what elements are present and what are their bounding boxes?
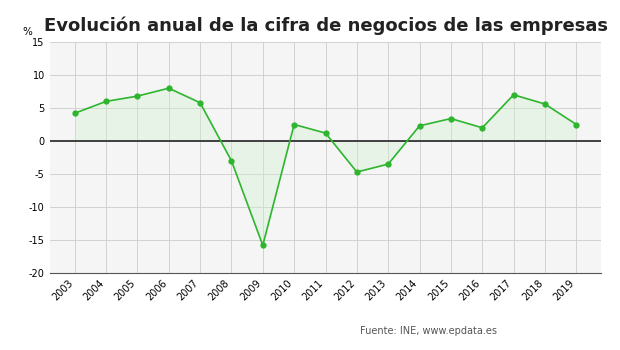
Title: Evolución anual de la cifra de negocios de las empresas: Evolución anual de la cifra de negocios … — [43, 16, 608, 35]
Legend: Variación (%) de la cifra de negocio: Variación (%) de la cifra de negocio — [82, 347, 282, 350]
Y-axis label: %: % — [22, 27, 32, 37]
Text: Fuente: INE, www.epdata.es: Fuente: INE, www.epdata.es — [360, 326, 497, 336]
